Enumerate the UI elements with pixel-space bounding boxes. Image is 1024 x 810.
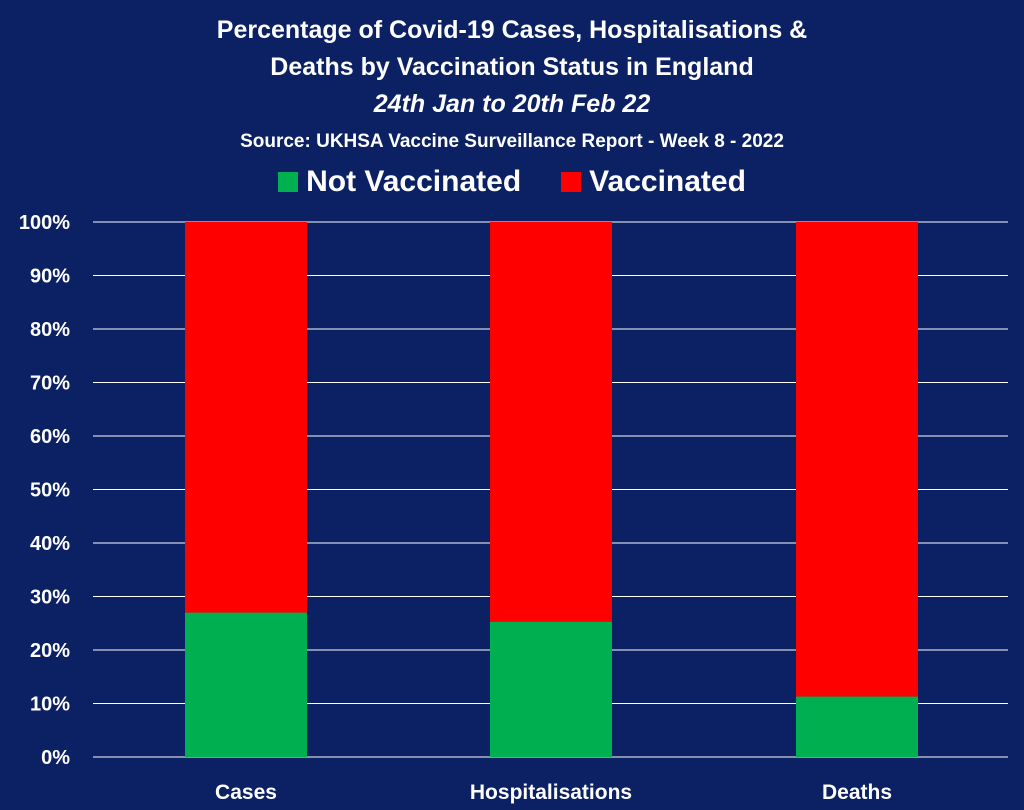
chart-title-line-1: Percentage of Covid-19 Cases, Hospitalis… [216, 16, 808, 44]
bar-deaths-not-vaccinated [796, 696, 918, 757]
chart-subtitle: 24th Jan to 20th Feb 22 [373, 90, 651, 118]
y-tick-label: 70% [30, 373, 70, 395]
bar-deaths-vaccinated [796, 222, 918, 697]
y-tick-label: 30% [30, 587, 70, 609]
legend-swatch-not-vaccinated [278, 172, 299, 192]
y-tick-label: 10% [30, 694, 70, 716]
chart-title-line-2: Deaths by Vaccination Status in England [270, 53, 754, 81]
legend: Not Vaccinated Vaccinated [0, 165, 1024, 199]
y-tick-label: 90% [30, 266, 70, 288]
x-tick-label-cases: Cases [215, 781, 277, 804]
legend-label-not-vaccinated: Not Vaccinated [306, 165, 522, 198]
bar-cases-vaccinated [185, 222, 307, 613]
y-tick-label: 100% [19, 212, 70, 234]
x-tick-label-deaths: Deaths [822, 781, 892, 804]
bar-hospitalisations-vaccinated [490, 222, 612, 622]
y-tick-label: 0% [41, 747, 70, 769]
bar-hospitalisations-not-vaccinated [490, 621, 612, 757]
legend-label-vaccinated: Vaccinated [589, 165, 746, 198]
y-tick-label: 80% [30, 319, 70, 341]
legend-swatch-vaccinated [561, 172, 582, 192]
y-tick-label: 40% [30, 533, 70, 555]
legend-item-vaccinated: Vaccinated [561, 165, 746, 199]
x-tick-label-hospitalisations: Hospitalisations [470, 781, 632, 804]
legend-item-not-vaccinated: Not Vaccinated [278, 165, 521, 199]
y-tick-label: 60% [30, 426, 70, 448]
y-tick-label: 20% [30, 640, 70, 662]
chart-source: Source: UKHSA Vaccine Surveillance Repor… [240, 131, 784, 152]
y-tick-label: 50% [30, 480, 70, 502]
bar-cases-not-vaccinated [185, 612, 307, 757]
